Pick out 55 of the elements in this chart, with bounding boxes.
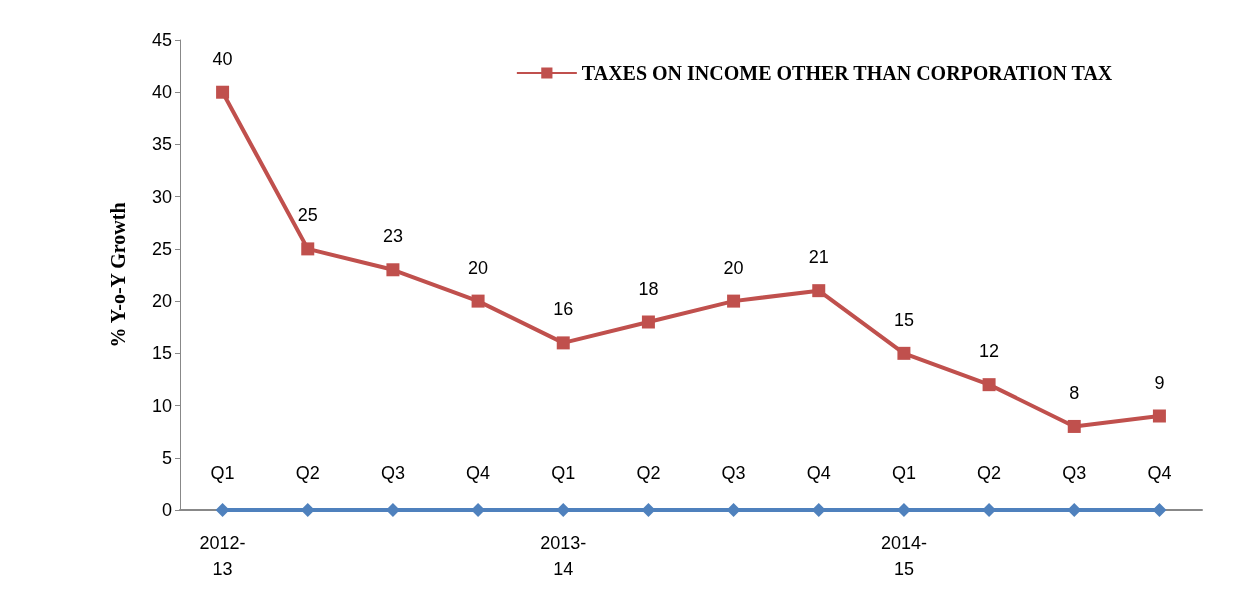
- x-tick-label: Q3: [380, 463, 405, 483]
- x-tick-label: Q4: [1147, 463, 1172, 483]
- data-label: 12: [979, 341, 1000, 362]
- point: [301, 242, 315, 256]
- point: [386, 263, 400, 277]
- data-label: 20: [723, 257, 744, 278]
- point: [982, 378, 996, 392]
- data-label: 25: [297, 205, 318, 226]
- point: [641, 315, 655, 329]
- text: 2012-13: [199, 533, 246, 579]
- y-axis-title: % Y-o-Y Growth: [107, 202, 129, 348]
- data-label: 16: [553, 299, 574, 320]
- point: [641, 503, 656, 517]
- y-tick-label: 0: [161, 500, 172, 520]
- x-tick-label: Q2: [636, 463, 661, 483]
- point: [1067, 419, 1081, 433]
- x-tick-label: Q3: [1062, 463, 1087, 483]
- y-tick-label: 15: [151, 343, 172, 364]
- x-tick-label: Q1: [891, 463, 916, 483]
- point: [556, 336, 570, 350]
- y-tick-label: 45: [151, 30, 172, 50]
- data-label: 18: [638, 278, 659, 299]
- data-label: 21: [808, 247, 829, 268]
- y-tick-label: 5: [161, 447, 172, 468]
- y-tick-label: 10: [151, 395, 172, 416]
- data-label: 8: [1069, 382, 1080, 403]
- point: [727, 294, 741, 308]
- text: 2014-15: [880, 533, 927, 579]
- x-tick-label: Q2: [295, 463, 320, 483]
- text: 2013-14: [540, 533, 587, 579]
- point: [1152, 409, 1166, 423]
- y-tick-label: 30: [151, 186, 172, 207]
- data-label: 20: [468, 257, 489, 278]
- x-tick-label: Q4: [466, 463, 491, 483]
- point: [812, 284, 826, 298]
- data-label: 9: [1154, 372, 1165, 393]
- point: [1152, 503, 1167, 517]
- x-tick-label: Q1: [551, 463, 576, 483]
- x-tick-label: Q4: [806, 463, 831, 483]
- x-tick-label: Q3: [721, 463, 746, 483]
- data-label: 23: [382, 226, 403, 247]
- y-tick-label: 20: [151, 291, 172, 312]
- point: [726, 503, 741, 517]
- x-tick-label: Q2: [977, 463, 1002, 483]
- point: [897, 346, 911, 360]
- point: [216, 85, 230, 99]
- data-label: 15: [893, 309, 914, 330]
- data-label: 40: [212, 48, 233, 69]
- point: [215, 503, 230, 517]
- point: [471, 294, 485, 308]
- x-tick-label: Q1: [210, 463, 235, 483]
- y-tick-label: 35: [151, 134, 172, 155]
- y-tick-label: 40: [151, 82, 172, 103]
- y-tick-label: 25: [151, 238, 172, 259]
- legend-label: TAXES ON INCOME OTHER THAN CORPORATION TAX: [581, 62, 1113, 84]
